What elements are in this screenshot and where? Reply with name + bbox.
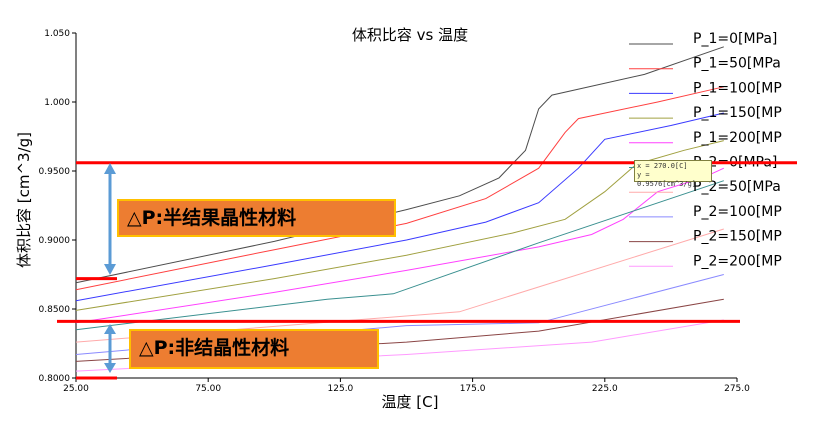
legend-label-0: P_1=0[MPa] (693, 31, 777, 47)
series-line-4 (75, 167, 725, 324)
pressure-arrow-amorphous (104, 324, 116, 373)
arrow-layer (104, 163, 116, 373)
pressure-arrow-semicrystalline (104, 163, 116, 275)
series-line-3 (75, 140, 724, 311)
series-line-2 (75, 112, 724, 302)
x-tick-label: 175.0 (460, 384, 486, 394)
y-tick-label: 1.050 (44, 29, 70, 39)
x-tick-label: 75.00 (195, 384, 221, 394)
legend-label-9: P_2=200[MP (693, 253, 782, 269)
tooltip-x: x = 270.0[C] (637, 162, 688, 170)
series-line-6 (75, 228, 724, 343)
series-line-1 (75, 86, 724, 291)
y-tick-label: 0.8000 (39, 374, 71, 384)
tooltip-y: y = 0.9576[cm^3/g] (637, 171, 697, 188)
series-line-5 (75, 180, 724, 331)
legend-label-8: P_2=150[MP (693, 229, 782, 245)
legend-label-7: P_2=100[MP (693, 204, 782, 220)
legend-label-2: P_1=100[MP (693, 80, 782, 96)
x-tick-label: 25.00 (63, 384, 89, 394)
legend-label-3: P_1=150[MP (693, 105, 782, 121)
y-tick-label: 1.000 (44, 98, 70, 108)
x-tick-label: 225.0 (592, 384, 618, 394)
y-axis-label: 体积比容 [cm^3/g] (15, 132, 33, 268)
y-axis-ticks: 0.8000 0.8500 0.9000 0.9500 1.000 1.050 (39, 29, 76, 384)
value-tooltip: x = 270.0[C] y = 0.9576[cm^3/g] (634, 160, 712, 188)
annotation-semicrystalline-box: △P:半结果晶性材料 (117, 199, 396, 237)
y-tick-label: 0.8500 (39, 305, 71, 315)
legend-label-4: P_1=200[MP (693, 130, 782, 146)
y-tick-label: 0.9500 (39, 167, 71, 177)
legend-label-6: P_2=50[MPa (693, 179, 781, 195)
x-tick-label: 275.0 (724, 384, 750, 394)
y-tick-label: 0.9000 (39, 236, 71, 246)
annotation-semicrystalline-text: △P:半结果晶性材料 (127, 207, 297, 229)
annotation-amorphous-text: △P:非结晶性材料 (139, 337, 290, 359)
annotation-amorphous-box: △P:非结晶性材料 (129, 329, 379, 369)
chart-title: 体积比容 vs 温度 (352, 26, 468, 44)
legend: P_1=0[MPa] P_1=50[MPa P_1=100[MP P_1=150[MP… (629, 31, 782, 269)
x-axis-ticks: 25.00 75.00 125.0 175.0 225.0 275.0 (63, 378, 750, 394)
legend-label-1: P_1=50[MPa (693, 56, 781, 72)
x-axis-label: 温度 [C] (382, 393, 439, 411)
series-line-0 (75, 46, 724, 284)
x-tick-label: 125.0 (328, 384, 354, 394)
